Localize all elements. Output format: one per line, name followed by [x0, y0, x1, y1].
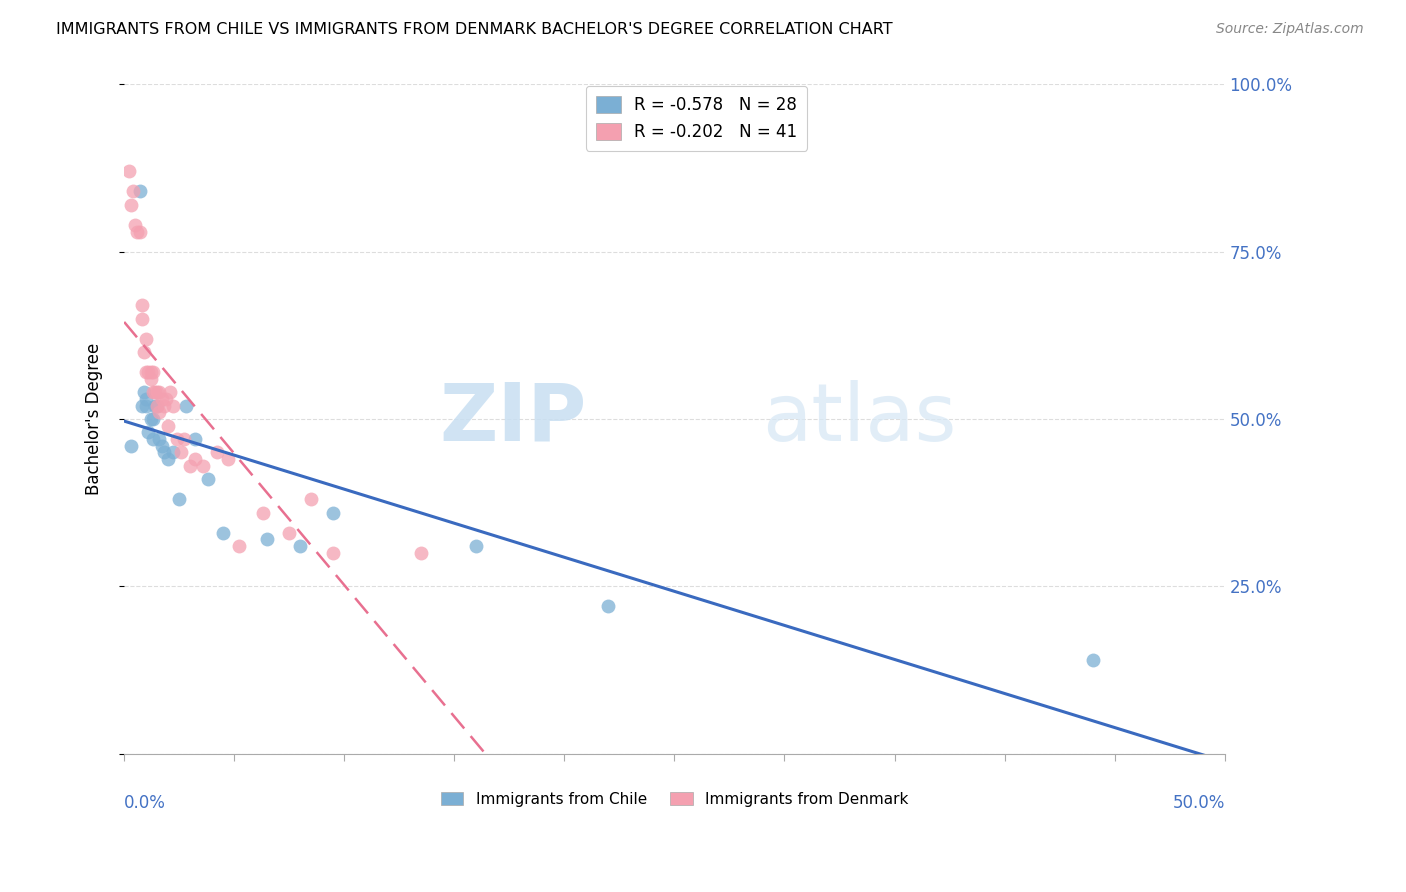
Point — [183, 452, 205, 467]
Point — [299, 492, 322, 507]
Point — [167, 492, 190, 507]
Point — [278, 525, 301, 540]
Point — [127, 225, 149, 239]
Point — [146, 399, 169, 413]
Point — [157, 452, 180, 467]
Point — [135, 392, 157, 406]
Point — [465, 539, 488, 553]
Point — [146, 399, 169, 413]
Point — [252, 506, 274, 520]
Point — [146, 385, 169, 400]
Point — [598, 599, 620, 614]
Point — [142, 432, 165, 446]
Point — [183, 432, 205, 446]
Point — [411, 546, 433, 560]
Point — [128, 225, 150, 239]
Text: 50.0%: 50.0% — [1173, 794, 1225, 812]
Point — [139, 412, 162, 426]
Point — [138, 425, 160, 440]
Point — [131, 399, 153, 413]
Point — [142, 412, 165, 426]
Point — [142, 385, 165, 400]
Point — [193, 458, 215, 473]
Point — [162, 399, 184, 413]
Point — [159, 385, 181, 400]
Point — [143, 385, 166, 400]
Point — [135, 332, 157, 346]
Point — [139, 372, 162, 386]
Point — [150, 392, 173, 406]
Point — [174, 399, 197, 413]
Text: 0.0%: 0.0% — [124, 794, 166, 812]
Point — [173, 432, 195, 446]
Legend: Immigrants from Chile, Immigrants from Denmark: Immigrants from Chile, Immigrants from D… — [434, 786, 914, 813]
Point — [1081, 653, 1104, 667]
Point — [135, 365, 157, 379]
Point — [197, 472, 219, 486]
Point — [131, 311, 153, 326]
Point — [120, 439, 142, 453]
Point — [150, 439, 173, 453]
Point — [138, 365, 160, 379]
Point — [170, 445, 193, 459]
Point — [132, 385, 155, 400]
Point — [148, 385, 170, 400]
Point — [179, 458, 201, 473]
Point — [122, 185, 145, 199]
Point — [128, 185, 150, 199]
Point — [157, 418, 180, 433]
Point — [135, 399, 157, 413]
Point — [322, 546, 344, 560]
Y-axis label: Bachelor's Degree: Bachelor's Degree — [86, 343, 103, 495]
Point — [155, 392, 177, 406]
Point — [217, 452, 239, 467]
Point — [142, 365, 165, 379]
Point — [124, 218, 146, 232]
Point — [162, 445, 184, 459]
Point — [120, 198, 142, 212]
Text: Source: ZipAtlas.com: Source: ZipAtlas.com — [1216, 22, 1364, 37]
Point — [148, 405, 170, 419]
Text: atlas: atlas — [762, 380, 957, 458]
Point — [228, 539, 250, 553]
Point — [143, 399, 166, 413]
Point — [256, 533, 278, 547]
Point — [152, 445, 174, 459]
Point — [212, 525, 235, 540]
Text: IMMIGRANTS FROM CHILE VS IMMIGRANTS FROM DENMARK BACHELOR'S DEGREE CORRELATION C: IMMIGRANTS FROM CHILE VS IMMIGRANTS FROM… — [56, 22, 893, 37]
Point — [139, 365, 162, 379]
Text: ZIP: ZIP — [439, 380, 586, 458]
Point — [322, 506, 344, 520]
Point — [148, 432, 170, 446]
Point — [131, 298, 153, 312]
Point — [166, 432, 188, 446]
Point — [205, 445, 228, 459]
Point — [117, 164, 139, 178]
Point — [152, 399, 174, 413]
Point — [132, 345, 155, 359]
Point — [290, 539, 312, 553]
